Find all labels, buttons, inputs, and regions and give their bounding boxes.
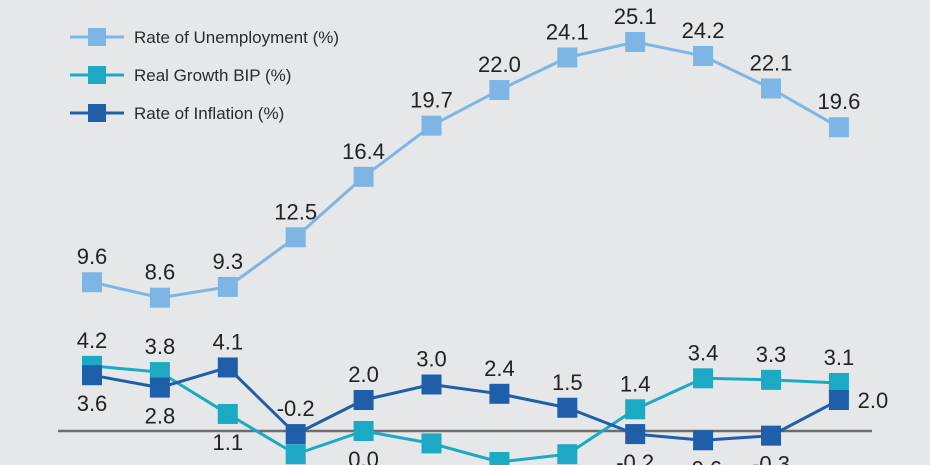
data-point-unemployment <box>82 272 102 293</box>
data-point-inflation <box>693 430 714 451</box>
data-point-unemployment <box>557 47 578 68</box>
legend-item-growth: Real Growth BIP (%) <box>70 66 291 85</box>
data-point-growth <box>217 403 238 424</box>
series-line-growth <box>91 364 839 464</box>
data-label-growth: 1.1 <box>213 430 244 455</box>
data-label-growth: 3.8 <box>145 334 176 359</box>
data-label-growth: 3.4 <box>688 340 719 365</box>
data-label-inflation: 3.0 <box>416 347 447 372</box>
data-point-inflation <box>82 365 102 386</box>
data-label-inflation: -0.3 <box>752 452 790 465</box>
data-label-inflation: 2.0 <box>348 362 379 387</box>
data-label-growth: 4.2 <box>77 328 108 353</box>
data-label-growth: 0.0 <box>348 447 379 465</box>
data-point-inflation <box>625 424 646 445</box>
data-point-inflation <box>761 425 781 446</box>
data-label-unemployment: 12.5 <box>274 199 317 224</box>
data-point-inflation <box>421 374 442 395</box>
legend-item-unemployment: Rate of Unemployment (%) <box>70 28 339 47</box>
legend-label-inflation: Rate of Inflation (%) <box>134 104 284 123</box>
series-line-inflation <box>91 365 840 442</box>
data-label-unemployment: 19.6 <box>817 89 860 114</box>
data-point-growth <box>149 362 170 383</box>
legend-label-unemployment: Rate of Unemployment (%) <box>134 28 339 47</box>
legend-marker-inflation <box>88 104 106 122</box>
data-label-inflation: -0.6 <box>684 456 722 465</box>
data-label-unemployment: 9.6 <box>77 244 108 269</box>
data-label-unemployment: 16.4 <box>342 139 385 164</box>
data-point-unemployment <box>625 32 646 52</box>
data-label-inflation: -0.2 <box>277 396 315 421</box>
legend-marker-unemployment <box>88 28 106 46</box>
data-point-growth <box>693 368 714 389</box>
data-label-inflation: 2.8 <box>145 404 176 429</box>
data-point-inflation <box>828 390 849 411</box>
data-label-unemployment: 8.6 <box>145 260 176 285</box>
data-point-unemployment <box>693 45 714 66</box>
data-label-inflation: 3.6 <box>77 391 108 416</box>
data-label-unemployment: 22.1 <box>750 50 793 75</box>
data-point-unemployment <box>353 166 374 187</box>
data-point-inflation <box>353 390 374 411</box>
data-label-inflation: 2.4 <box>484 356 515 381</box>
data-label-growth: 3.3 <box>756 342 787 367</box>
data-label-unemployment: 9.3 <box>213 249 244 274</box>
series-layer <box>82 32 849 465</box>
legend-marker-growth <box>88 66 106 84</box>
data-point-growth <box>421 433 442 454</box>
data-label-unemployment: 19.7 <box>410 88 453 113</box>
legend-label-growth: Real Growth BIP (%) <box>134 66 291 85</box>
data-point-unemployment <box>285 227 306 248</box>
data-point-growth <box>285 444 306 465</box>
data-point-growth <box>557 444 578 465</box>
data-label-unemployment: 24.2 <box>682 18 725 43</box>
data-label-growth: 1.4 <box>620 371 651 396</box>
data-point-inflation <box>557 397 578 418</box>
data-label-growth: 3.1 <box>824 345 855 370</box>
data-point-unemployment <box>828 117 849 138</box>
data-point-inflation <box>285 424 306 445</box>
data-point-inflation <box>149 377 170 398</box>
data-point-unemployment <box>149 287 170 308</box>
data-point-unemployment <box>761 78 781 99</box>
data-point-unemployment <box>489 80 510 101</box>
data-label-layer: 9.6 8.6 9.3 12.5 16.4 19.7 22.0 24.1 25.1 24.2 22.… <box>77 4 888 465</box>
data-point-inflation <box>489 383 510 404</box>
data-point-unemployment <box>217 276 238 297</box>
data-label-unemployment: 22.0 <box>478 52 521 77</box>
data-point-growth <box>353 421 374 441</box>
series-line-unemployment <box>91 40 840 300</box>
data-point-inflation <box>217 357 238 378</box>
legend: Rate of Unemployment (%) Real Growth BIP… <box>70 28 339 123</box>
data-label-inflation: 1.5 <box>552 370 583 395</box>
data-label-inflation: 2.0 <box>858 388 889 413</box>
data-label-unemployment: 25.1 <box>614 4 657 29</box>
data-label-unemployment: 24.1 <box>546 19 589 44</box>
data-point-growth <box>489 451 510 465</box>
data-point-growth <box>828 372 849 393</box>
data-point-growth <box>625 399 646 420</box>
legend-item-inflation: Rate of Inflation (%) <box>70 104 284 123</box>
data-label-inflation: 4.1 <box>213 329 244 354</box>
data-point-unemployment <box>421 115 442 136</box>
data-label-inflation: -0.2 <box>616 450 654 465</box>
data-point-growth <box>761 369 781 390</box>
